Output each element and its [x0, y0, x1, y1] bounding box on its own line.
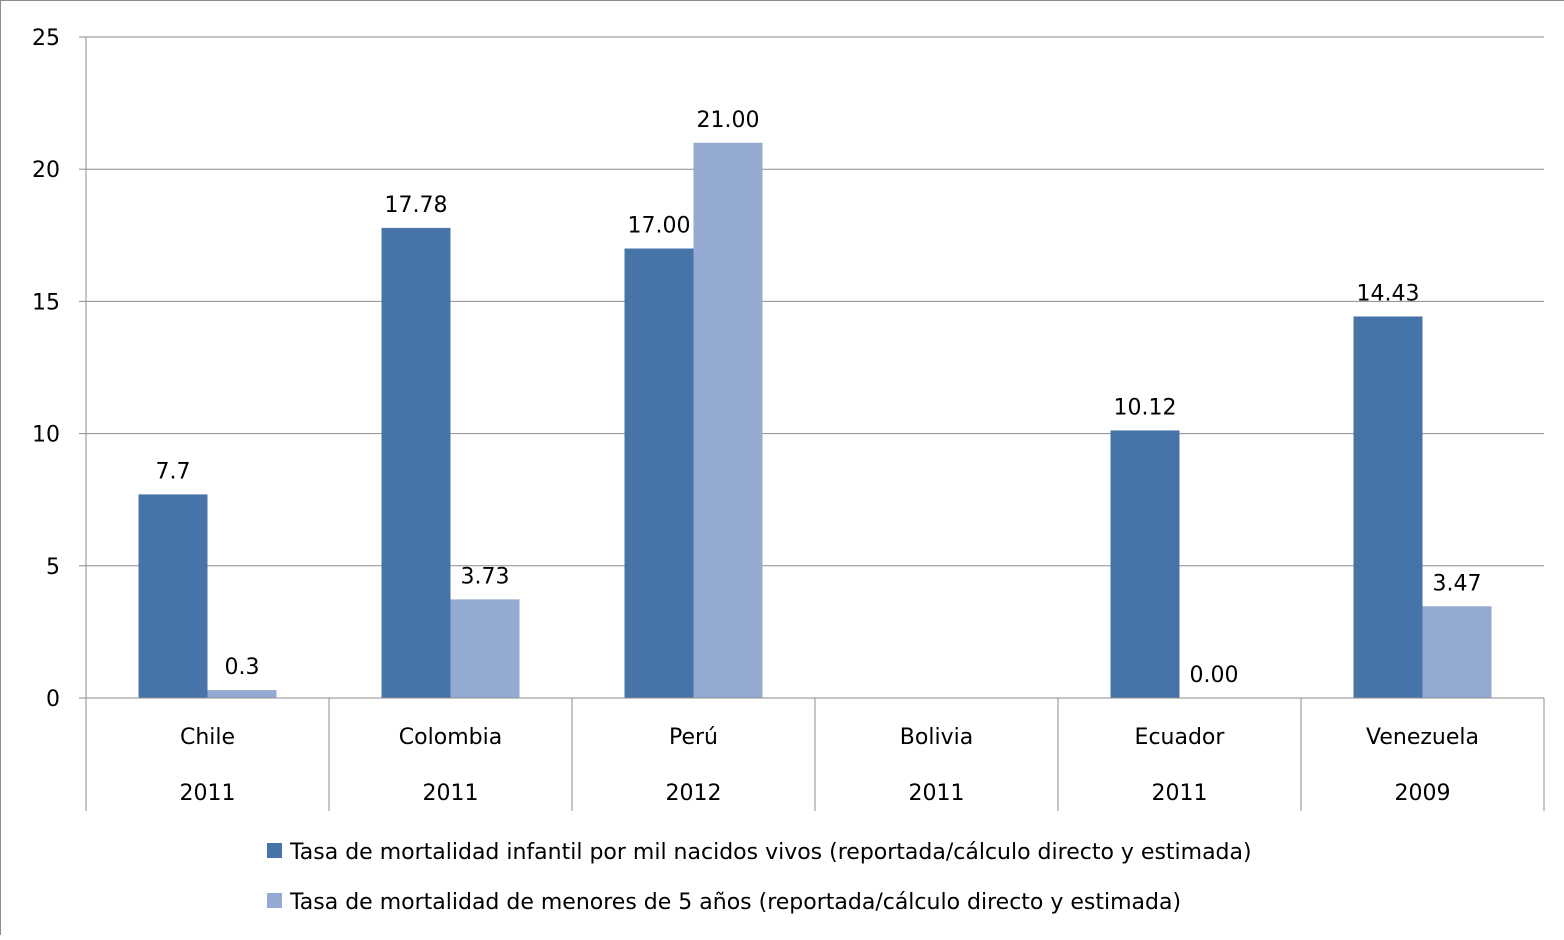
legend-label: Tasa de mortalidad de menores de 5 años … [289, 890, 1181, 915]
x-category-label: Ecuador [1135, 725, 1226, 750]
data-label: 17.00 [628, 214, 691, 239]
data-labels: 7.7 0.3 17.78 3.73 17.00 21.00 10.12 0.00 14.43 3… [156, 108, 1482, 688]
y-tick-label: 15 [32, 290, 60, 315]
bar-under5-mortality [450, 599, 520, 698]
x-axis: Chile 2011 Colombia 2011 Perú 2012 Bolivia 2011… [85, 697, 1545, 811]
y-tick-label: 25 [32, 26, 60, 51]
x-year-label: 2009 [1395, 781, 1451, 806]
y-tick-label: 20 [32, 158, 60, 183]
data-label: 0.3 [225, 655, 260, 680]
data-label: 21.00 [697, 108, 760, 133]
data-label: 10.12 [1114, 395, 1177, 420]
bar-infant-mortality [1353, 316, 1423, 698]
bar-infant-mortality [138, 494, 208, 698]
x-year-label: 2011 [909, 781, 965, 806]
legend-swatch [267, 843, 282, 858]
x-category-label: Venezuela [1366, 725, 1479, 750]
data-label: 7.7 [156, 459, 191, 484]
x-year-label: 2011 [180, 781, 236, 806]
x-category-label: Colombia [399, 725, 502, 750]
y-tick-label: 0 [46, 687, 60, 712]
data-label: 17.78 [385, 193, 448, 218]
y-tick-label: 10 [32, 423, 60, 448]
y-tick-label: 5 [46, 555, 60, 580]
data-label: 3.47 [1433, 571, 1482, 596]
x-year-label: 2011 [1152, 781, 1208, 806]
x-year-label: 2011 [423, 781, 479, 806]
legend-swatch [267, 893, 282, 908]
x-year-label: 2012 [666, 781, 722, 806]
legend: Tasa de mortalidad infantil por mil naci… [267, 840, 1252, 915]
bar-under5-mortality [1422, 606, 1492, 698]
x-category-label: Chile [180, 725, 235, 750]
y-axis: 0 5 10 15 20 25 [32, 26, 87, 712]
legend-label: Tasa de mortalidad infantil por mil naci… [289, 840, 1252, 865]
data-label: 0.00 [1190, 663, 1239, 688]
bar-infant-mortality [624, 248, 694, 698]
bar-infant-mortality [381, 227, 451, 699]
bars [138, 142, 1492, 699]
x-category-label: Bolivia [900, 725, 973, 750]
data-label: 14.43 [1357, 281, 1420, 306]
bar-under5-mortality [207, 690, 277, 698]
data-label: 3.73 [461, 564, 510, 589]
bar-under5-mortality [693, 142, 763, 698]
bar-infant-mortality [1110, 430, 1180, 698]
gridlines [86, 36, 1544, 567]
x-category-label: Perú [669, 725, 718, 750]
